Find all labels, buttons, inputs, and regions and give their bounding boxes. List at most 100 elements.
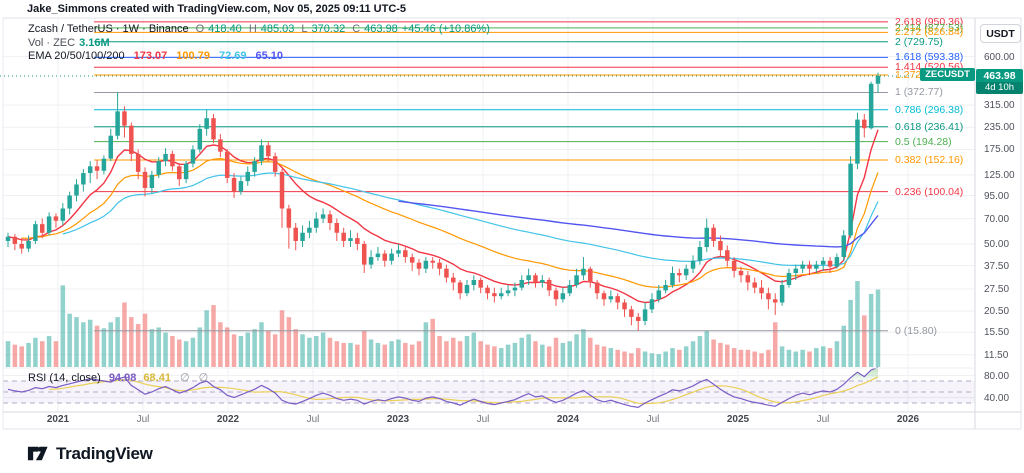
currency-toggle-button[interactable]: USDT	[980, 24, 1021, 43]
volume-bar	[361, 330, 367, 367]
volume-bar	[74, 317, 79, 367]
candle-body	[341, 232, 346, 241]
last-price-badge[interactable]: 463.98 4d 10h	[976, 69, 1023, 95]
close-label: C	[352, 23, 361, 35]
candle-body	[129, 125, 134, 154]
volume-bar	[759, 353, 764, 367]
candle-body	[533, 275, 538, 283]
volume-bar	[33, 337, 38, 367]
volume-bar	[478, 341, 483, 367]
candle-body	[793, 268, 799, 274]
volume-bar	[430, 318, 435, 367]
volume-bar	[677, 349, 682, 367]
candle-body	[74, 184, 79, 196]
volume-bar	[444, 341, 449, 367]
candle-body	[745, 275, 751, 283]
volume-bar	[5, 341, 11, 367]
volume-bar	[690, 341, 696, 367]
volume-bar	[697, 336, 703, 367]
time-tick-label: 2026	[896, 414, 920, 425]
candle-body	[540, 279, 545, 283]
volume-bar	[588, 337, 593, 367]
low-value: 370.32	[311, 23, 346, 35]
volume-bar	[177, 339, 182, 367]
volume-bar	[163, 332, 168, 367]
candle-body	[649, 299, 655, 310]
fib-label: 0.236 (100.04)	[895, 185, 964, 198]
ema-legend-row[interactable]: EMA 20/50/100/200 173.07 100.79 72.69 65…	[28, 50, 490, 64]
price-tick-label: 20.50	[984, 306, 1010, 318]
candle-body	[704, 227, 709, 248]
time-axis[interactable]: 2021 Jul 2022 Jul 2023 Jul 2024 Jul 2025 Jul 2026	[0, 412, 975, 429]
volume-legend-row[interactable]: Vol · ZEC 3.16M	[28, 37, 490, 51]
candle-body	[211, 118, 216, 140]
price-axis[interactable]: USDT 463.98 4d 10h 600.00 315.00 235.00 175…	[976, 18, 1024, 429]
volume-bar	[382, 344, 388, 367]
volume-bar	[519, 337, 525, 367]
volume-bar	[745, 349, 751, 367]
volume-bar	[341, 342, 346, 367]
candle-body	[738, 270, 744, 276]
candle-body	[279, 171, 285, 209]
volume-bar	[300, 334, 305, 367]
volume-bar	[129, 317, 134, 367]
candle-body	[670, 273, 675, 286]
candle-body	[546, 279, 552, 291]
candle-body	[190, 149, 196, 164]
volume-bar	[314, 336, 319, 367]
rsi-line	[7, 366, 879, 409]
candle-body	[779, 285, 785, 303]
price-tick-label: 235.00	[984, 122, 1015, 134]
candle-body	[409, 257, 415, 263]
volume-bar	[498, 348, 504, 367]
candle-body	[731, 260, 737, 271]
volume-bar	[766, 349, 771, 367]
candle-body	[122, 111, 127, 126]
candle-body	[81, 173, 86, 185]
candle-body	[46, 216, 52, 233]
volume-bar	[115, 317, 120, 367]
time-tick-label: Jul	[646, 414, 660, 425]
candle-body	[307, 227, 312, 233]
volume-bar	[190, 337, 196, 367]
candle-body	[711, 227, 716, 241]
candle-body	[204, 118, 209, 129]
candle-body	[430, 260, 435, 263]
chart-legend: Zcash / TetherUS · 1W · Binance O 418.40 …	[28, 23, 490, 64]
symbol-legend-row[interactable]: Zcash / TetherUS · 1W · Binance O 418.40 …	[28, 23, 490, 37]
fib-label: 2.414 (877.53)	[895, 21, 964, 34]
fib-label: 2 (729.75)	[895, 35, 943, 48]
candle-body	[19, 243, 24, 249]
volume-bar	[224, 327, 230, 367]
volume-bar	[403, 342, 408, 367]
ema200-value: 65.10	[255, 50, 284, 62]
time-tick-label: Jul	[816, 414, 830, 425]
volume-bar	[505, 344, 511, 367]
volume-label: Vol · ZEC	[28, 36, 76, 49]
volume-bar	[471, 332, 477, 367]
candle-body	[416, 262, 422, 269]
price-tick-label: 315.00	[984, 100, 1015, 112]
candle-body	[772, 299, 778, 303]
volume-bar	[204, 310, 209, 367]
volume-bar	[423, 322, 429, 367]
candle-body	[615, 296, 620, 303]
candle-body	[526, 275, 531, 280]
candle-body	[327, 214, 333, 224]
candle-body	[197, 128, 203, 150]
volume-bar	[512, 342, 518, 367]
volume-bar	[156, 327, 161, 367]
tradingview-logo[interactable]: TradingView	[26, 442, 153, 465]
symbol-price-tag[interactable]: ZECUSDT	[920, 68, 975, 82]
fib-retracement[interactable]	[94, 21, 888, 332]
open-label: O	[195, 23, 205, 35]
candle-body	[334, 223, 340, 233]
candle-body	[574, 275, 579, 286]
fib-label: 2.272 (826.84)	[895, 26, 964, 39]
rsi-value: 94.98	[108, 372, 137, 384]
rsi-legend-row[interactable]: RSI (14, close) 94.98 68.41 ∅ ∅	[28, 371, 208, 384]
rsi-tick-label: 40.00	[984, 392, 1010, 404]
volume-bar	[786, 349, 792, 367]
